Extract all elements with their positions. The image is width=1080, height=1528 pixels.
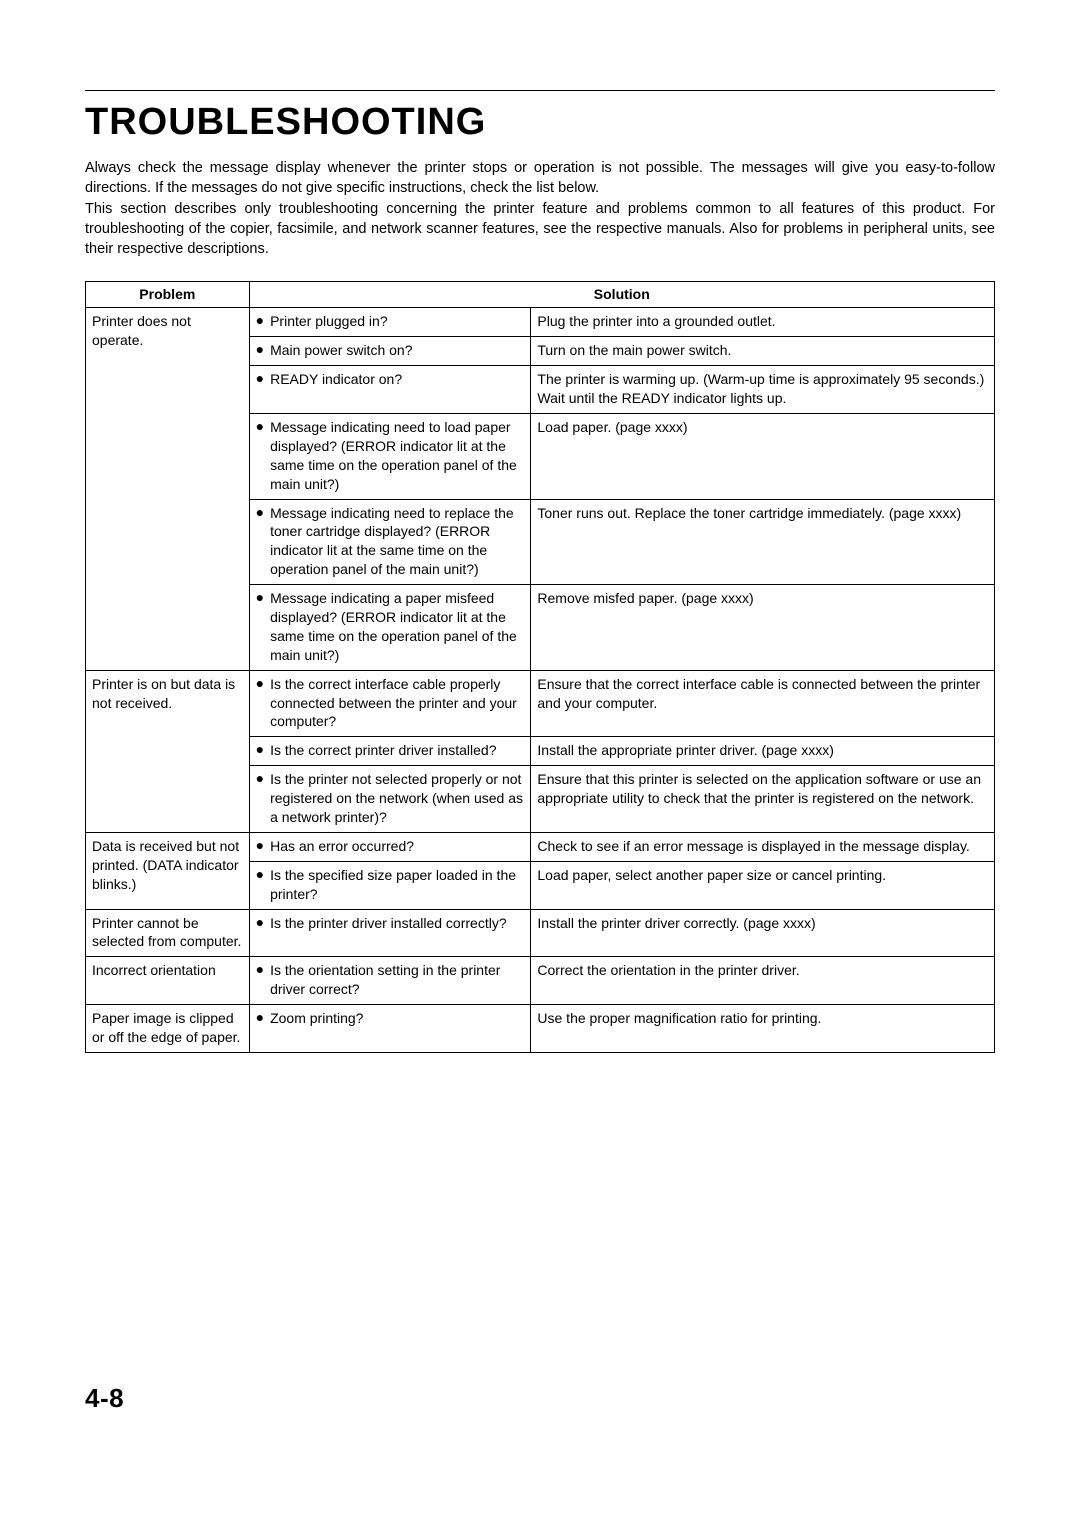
check-text: Is the correct interface cable properly … — [270, 675, 524, 732]
check-cell: ●Message indicating need to replace the … — [249, 499, 531, 585]
page-title: TROUBLESHOOTING — [85, 101, 995, 144]
check-text: Is the printer not selected properly or … — [270, 770, 524, 827]
check-text: Message indicating a paper misfeed displ… — [270, 589, 524, 665]
check-cell: ●Message indicating need to load paper d… — [249, 413, 531, 499]
check-cell: ● READY indicator on? — [249, 366, 531, 414]
table-row: Incorrect orientation ●Is the orientatio… — [86, 957, 995, 1005]
intro-paragraph-2: This section describes only troubleshoot… — [85, 201, 995, 258]
solution-cell: Remove misfed paper. (page xxxx) — [531, 585, 995, 671]
check-text: Message indicating need to load paper di… — [270, 418, 524, 494]
check-cell: ● Has an error occurred? — [249, 832, 531, 861]
check-text: Is the specified size paper loaded in th… — [270, 866, 524, 904]
check-cell: ● Main power switch on? — [249, 337, 531, 366]
table-header-row: Problem Solution — [86, 282, 995, 308]
problem-cell: Printer cannot be selected from computer… — [86, 909, 250, 957]
intro-text: Always check the message display wheneve… — [85, 158, 995, 259]
check-cell: ● Zoom printing? — [249, 1005, 531, 1053]
table-row: Printer does not operate. ●Printer plugg… — [86, 308, 995, 337]
bullet-icon: ● — [256, 589, 264, 665]
bullet-icon: ● — [256, 837, 264, 856]
check-cell: ● Is the correct printer driver installed… — [249, 737, 531, 766]
top-rule — [85, 90, 995, 91]
solution-cell: Ensure that the correct interface cable … — [531, 670, 995, 737]
solution-cell: Load paper, select another paper size or… — [531, 861, 995, 909]
solution-cell: Correct the orientation in the printer d… — [531, 957, 995, 1005]
check-text: Is the orientation setting in the printe… — [270, 961, 524, 999]
check-text: Is the correct printer driver installed? — [270, 741, 524, 760]
solution-cell: Toner runs out. Replace the toner cartri… — [531, 499, 995, 585]
check-cell: ●Is the printer not selected properly or… — [249, 766, 531, 833]
check-text: Main power switch on? — [270, 341, 524, 360]
bullet-icon: ● — [256, 1009, 264, 1028]
bullet-icon: ● — [256, 741, 264, 760]
bullet-icon: ● — [256, 504, 264, 580]
solution-cell: Install the appropriate printer driver. … — [531, 737, 995, 766]
check-text: Message indicating need to replace the t… — [270, 504, 524, 580]
bullet-icon: ● — [256, 370, 264, 389]
solution-cell: Turn on the main power switch. — [531, 337, 995, 366]
check-text: READY indicator on? — [270, 370, 524, 389]
check-cell: ●Is the specified size paper loaded in t… — [249, 861, 531, 909]
solution-cell: Check to see if an error message is disp… — [531, 832, 995, 861]
problem-cell: Data is received but not printed. (DATA … — [86, 832, 250, 909]
page-number: 4-8 — [85, 1383, 995, 1414]
problem-cell: Paper image is clipped or off the edge o… — [86, 1005, 250, 1053]
problem-cell: Incorrect orientation — [86, 957, 250, 1005]
table-row: Paper image is clipped or off the edge o… — [86, 1005, 995, 1053]
check-cell: ●Is the orientation setting in the print… — [249, 957, 531, 1005]
problem-cell: Printer is on but data is not received. — [86, 670, 250, 832]
solution-cell: Install the printer driver correctly. (p… — [531, 909, 995, 957]
intro-paragraph-1: Always check the message display wheneve… — [85, 160, 995, 196]
check-cell: ●Message indicating a paper misfeed disp… — [249, 585, 531, 671]
problem-cell: Printer does not operate. — [86, 308, 250, 670]
troubleshooting-table: Problem Solution Printer does not operat… — [85, 281, 995, 1052]
check-text: Is the printer driver installed correctl… — [270, 914, 524, 933]
table-row: Printer is on but data is not received. … — [86, 670, 995, 737]
table-row: Data is received but not printed. (DATA … — [86, 832, 995, 861]
bullet-icon: ● — [256, 770, 264, 827]
bullet-icon: ● — [256, 675, 264, 732]
table-row: Printer cannot be selected from computer… — [86, 909, 995, 957]
check-text: Zoom printing? — [270, 1009, 524, 1028]
solution-cell: The printer is warming up. (Warm-up time… — [531, 366, 995, 414]
bullet-icon: ● — [256, 418, 264, 494]
bullet-icon: ● — [256, 914, 264, 933]
check-text: Printer plugged in? — [270, 312, 524, 331]
bullet-icon: ● — [256, 312, 264, 331]
check-cell: ● Printer plugged in? — [249, 308, 531, 337]
bullet-icon: ● — [256, 866, 264, 904]
check-text: Has an error occurred? — [270, 837, 524, 856]
bullet-icon: ● — [256, 341, 264, 360]
check-cell: ●Is the correct interface cable properly… — [249, 670, 531, 737]
check-cell: ● Is the printer driver installed correct… — [249, 909, 531, 957]
solution-cell: Load paper. (page xxxx) — [531, 413, 995, 499]
header-solution: Solution — [249, 282, 994, 308]
solution-cell: Plug the printer into a grounded outlet. — [531, 308, 995, 337]
bullet-icon: ● — [256, 961, 264, 999]
solution-cell: Ensure that this printer is selected on … — [531, 766, 995, 833]
header-problem: Problem — [86, 282, 250, 308]
solution-cell: Use the proper magnification ratio for p… — [531, 1005, 995, 1053]
